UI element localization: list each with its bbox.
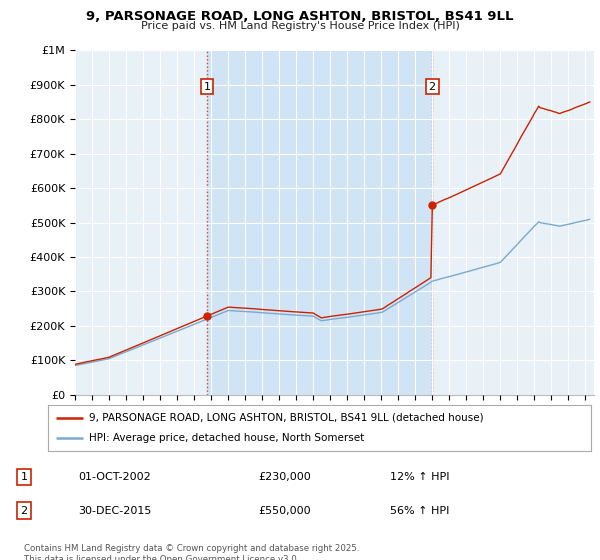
Text: £550,000: £550,000 bbox=[258, 506, 311, 516]
Text: 2: 2 bbox=[20, 506, 28, 516]
Text: 9, PARSONAGE ROAD, LONG ASHTON, BRISTOL, BS41 9LL (detached house): 9, PARSONAGE ROAD, LONG ASHTON, BRISTOL,… bbox=[89, 413, 484, 423]
Text: HPI: Average price, detached house, North Somerset: HPI: Average price, detached house, Nort… bbox=[89, 433, 364, 444]
Text: 9, PARSONAGE ROAD, LONG ASHTON, BRISTOL, BS41 9LL: 9, PARSONAGE ROAD, LONG ASHTON, BRISTOL,… bbox=[86, 10, 514, 22]
Text: Price paid vs. HM Land Registry's House Price Index (HPI): Price paid vs. HM Land Registry's House … bbox=[140, 21, 460, 31]
Text: 01-OCT-2002: 01-OCT-2002 bbox=[78, 472, 151, 482]
Text: 2: 2 bbox=[428, 82, 436, 92]
Text: 1: 1 bbox=[203, 82, 211, 92]
Bar bbox=[207, 50, 432, 395]
Text: Contains HM Land Registry data © Crown copyright and database right 2025.
This d: Contains HM Land Registry data © Crown c… bbox=[24, 544, 359, 560]
Text: 1: 1 bbox=[20, 472, 28, 482]
Text: 56% ↑ HPI: 56% ↑ HPI bbox=[390, 506, 449, 516]
Text: 12% ↑ HPI: 12% ↑ HPI bbox=[390, 472, 449, 482]
Text: £230,000: £230,000 bbox=[258, 472, 311, 482]
Text: 30-DEC-2015: 30-DEC-2015 bbox=[78, 506, 151, 516]
